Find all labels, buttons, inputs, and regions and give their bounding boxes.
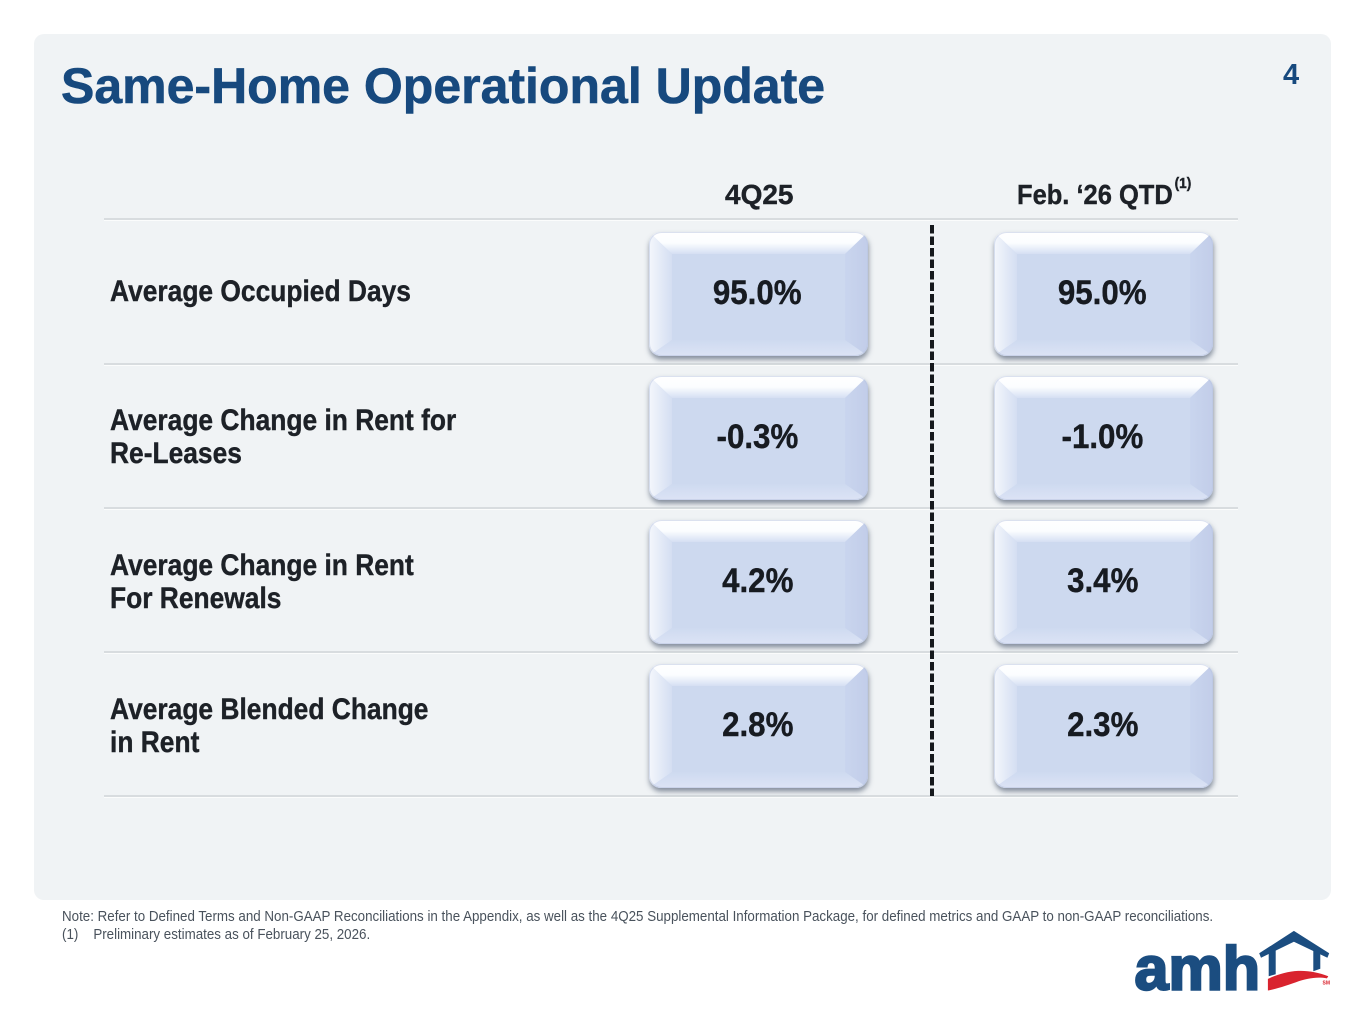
svg-text:amh: amh — [1135, 935, 1261, 1003]
svg-text:SM: SM — [1323, 981, 1331, 987]
